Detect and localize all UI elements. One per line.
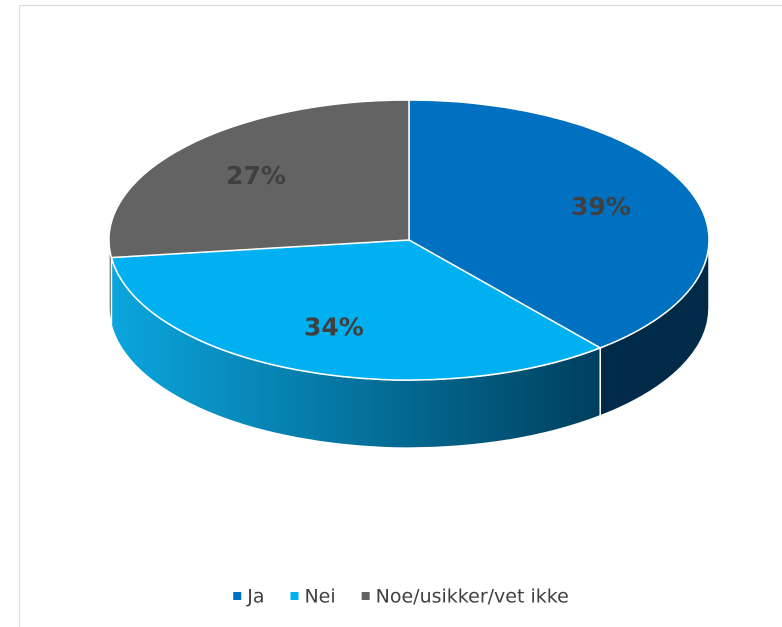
legend-swatch (290, 592, 299, 600)
slice (110, 239, 602, 381)
data-label: 34% (304, 313, 364, 342)
legend-swatch (233, 592, 242, 600)
slice (408, 99, 710, 349)
data-label: 27% (226, 161, 286, 190)
legend-label: Noe/usikker/vet ikke (376, 586, 569, 608)
legend-label: Nei (304, 586, 335, 608)
legend-swatch (361, 592, 370, 600)
slice (108, 99, 410, 259)
data-label: 39% (571, 192, 631, 221)
legend-label: Ja (246, 586, 264, 608)
chart-border (19, 5, 782, 627)
